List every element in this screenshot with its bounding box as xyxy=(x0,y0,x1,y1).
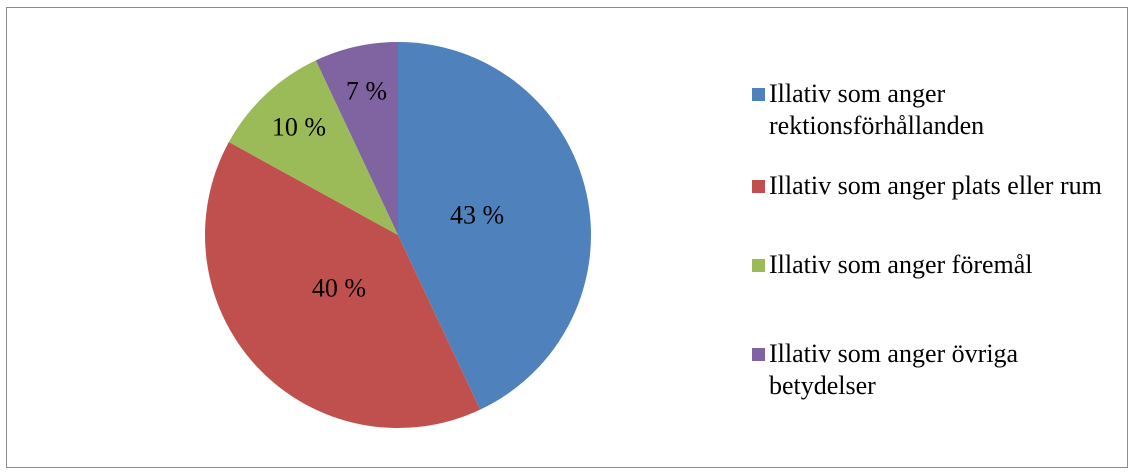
legend-label: Illativ som anger plats eller rum xyxy=(769,171,1102,200)
legend-entry: Illativ som anger föremål xyxy=(752,249,1122,281)
legend-swatch xyxy=(752,180,765,193)
legend-swatch xyxy=(752,88,765,101)
data-label: 43 % xyxy=(450,200,504,229)
legend-entry: Illativ som anger rektionsförhållanden xyxy=(752,78,1122,142)
legend-label: Illativ som anger övriga betydelser xyxy=(769,339,1019,400)
legend-entry: Illativ som anger övriga betydelser xyxy=(752,338,1122,402)
data-label: 10 % xyxy=(272,112,326,141)
legend-entry: Illativ som anger plats eller rum xyxy=(752,170,1122,202)
legend-swatch xyxy=(752,259,765,272)
pie-slice xyxy=(204,142,481,429)
pie-slice xyxy=(315,42,398,235)
pie-slice xyxy=(398,42,591,410)
chart-frame xyxy=(6,7,1128,468)
data-label: 40 % xyxy=(312,273,366,302)
legend-swatch xyxy=(752,348,765,361)
data-label: 7 % xyxy=(346,77,387,106)
pie-slice xyxy=(228,60,398,235)
legend-label: Illativ som anger rektionsförhållanden xyxy=(769,79,985,140)
legend-label: Illativ som anger föremål xyxy=(769,250,1033,279)
